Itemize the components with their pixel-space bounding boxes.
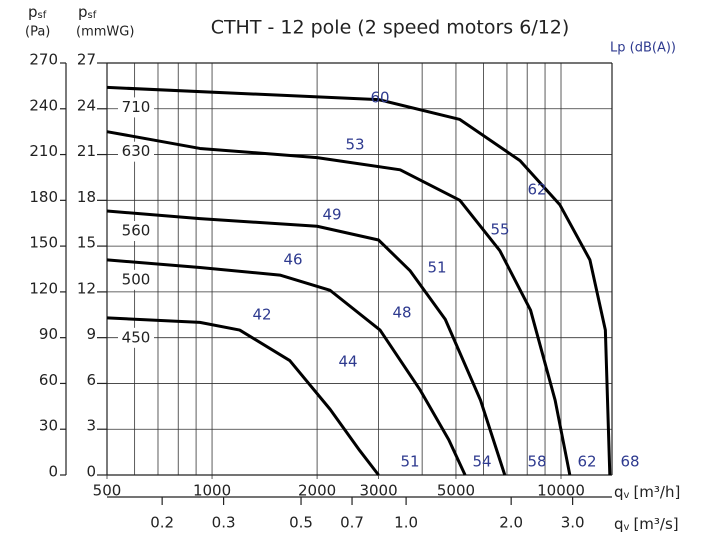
- curve-label-bg: [118, 97, 154, 118]
- lp-label: 51: [400, 453, 419, 471]
- lp-label: 58: [527, 453, 546, 471]
- x-symbol: q: [614, 483, 624, 501]
- y2-tick-label: 24: [77, 96, 96, 114]
- lp-label: 62: [577, 453, 596, 471]
- curve-label-bg: [118, 221, 154, 242]
- x2-tick-label: 3.0: [561, 514, 585, 532]
- y2-tick-label: 15: [77, 234, 96, 252]
- y2-tick-label: 9: [86, 325, 96, 343]
- y-tick-label: 150: [29, 234, 58, 252]
- y2-tick-label: 27: [77, 51, 96, 69]
- x2-tick-label: 0.5: [289, 514, 313, 532]
- x2-unit: [m³/s]: [633, 515, 678, 533]
- x2-tick-label: 0.7: [340, 514, 364, 532]
- lp-label: 44: [338, 353, 357, 371]
- x-tick-label: 3000: [359, 482, 397, 500]
- x2-symbol: q: [614, 515, 624, 533]
- x-tick-label: 10000: [537, 482, 585, 500]
- curve: [106, 85, 612, 476]
- y-tick-label: 180: [29, 188, 58, 206]
- lp-label: 48: [392, 304, 411, 322]
- y-tick-label: 60: [39, 371, 58, 389]
- curve-label-bg: [118, 327, 154, 348]
- chart-title: CTHT - 12 pole (2 speed motors 6/12): [211, 17, 570, 39]
- y-symbol: p: [28, 3, 38, 21]
- y2-axis-symbol: psf: [78, 3, 97, 22]
- y2-tick-label: 3: [86, 417, 96, 435]
- curve-label-bg: [118, 141, 154, 162]
- lp-label: 54: [472, 453, 491, 471]
- lp-label: 46: [283, 251, 302, 269]
- x2-tick-label: 0.3: [212, 514, 236, 532]
- curve: [106, 209, 507, 476]
- lp-label: 42: [252, 306, 271, 324]
- lp-label: 51: [427, 259, 446, 277]
- x-symbol-sub: v: [624, 490, 630, 501]
- y-tick-label: 240: [29, 96, 58, 114]
- x-axis-label: qv [m³/h]: [614, 483, 680, 502]
- y2-tick-label: 21: [77, 142, 96, 160]
- y2-tick-label: 18: [77, 188, 96, 206]
- lp-label: 53: [345, 136, 364, 154]
- curve-label: 630: [122, 142, 151, 160]
- curve-label: 560: [122, 222, 151, 240]
- y-axis-unit: (Pa): [25, 25, 50, 40]
- y2-tick-label: 0: [86, 463, 96, 481]
- x2-symbol-sub: v: [624, 522, 630, 533]
- y-tick-label: 270: [29, 51, 58, 69]
- lp-label: 62: [527, 181, 546, 199]
- y2-symbol-sub: sf: [88, 10, 97, 21]
- curve: [106, 130, 572, 476]
- x-tick-label: 500: [93, 482, 122, 500]
- lp-label: 68: [620, 453, 639, 471]
- lp-label: 55: [490, 221, 509, 239]
- x2-tick-label: 0.2: [150, 514, 174, 532]
- y-tick-label: 90: [39, 325, 58, 343]
- x-tick-label: 1000: [193, 482, 231, 500]
- y2-tick-label: 6: [86, 371, 96, 389]
- curve-label: 710: [122, 98, 151, 116]
- curve-label: 500: [122, 270, 151, 288]
- y-tick-label: 120: [29, 279, 58, 297]
- y2-axis-unit: (mmWG): [76, 25, 134, 40]
- y2-tick-label: 12: [77, 279, 96, 297]
- y-tick-label: 0: [48, 463, 58, 481]
- curve-label-bg: [118, 269, 154, 290]
- y-symbol-sub: sf: [38, 10, 47, 21]
- lp-label: 60: [370, 89, 389, 107]
- y-tick-label: 30: [39, 417, 58, 435]
- y-axis-symbol: psf: [28, 3, 47, 22]
- x2-tick-label: 2.0: [499, 514, 523, 532]
- y2-symbol: p: [78, 3, 88, 21]
- x-unit: [m³/h]: [633, 483, 680, 501]
- lp-label: 49: [322, 206, 341, 224]
- x2-tick-label: 1.0: [394, 514, 418, 532]
- curve: [106, 316, 380, 476]
- x-tick-label: 5000: [437, 482, 475, 500]
- lp-header: Lp (dB(A)): [610, 41, 676, 56]
- x2-axis-label: qv [m³/s]: [614, 515, 679, 534]
- x-tick-label: 2000: [298, 482, 336, 500]
- y-tick-label: 210: [29, 142, 58, 160]
- curve-label: 450: [122, 328, 151, 346]
- curve: [106, 258, 467, 476]
